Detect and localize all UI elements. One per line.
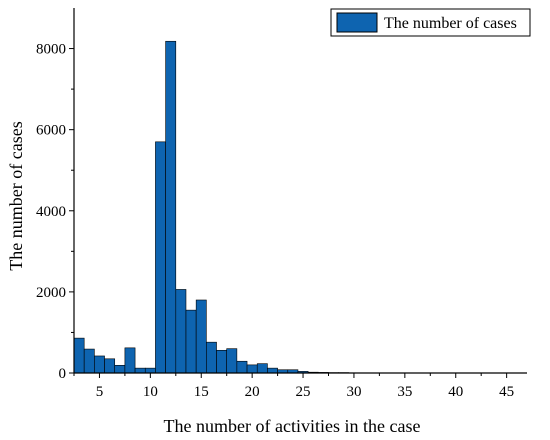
- bar: [267, 367, 278, 374]
- y-ticks: 0 2000 4000 6000 8000: [36, 42, 74, 382]
- x-tick-label: 15: [194, 384, 209, 400]
- y-tick-label: 4000: [36, 204, 66, 220]
- x-tick-label: 30: [346, 384, 361, 400]
- bar: [104, 358, 116, 374]
- x-tick-label: 35: [397, 384, 412, 400]
- y-axis-title: The number of cases: [6, 121, 26, 270]
- bar: [144, 367, 156, 374]
- legend-swatch: [336, 12, 378, 33]
- y-tick-label: 8000: [36, 42, 66, 58]
- x-axis-title: The number of activities in the case: [164, 416, 421, 436]
- y-tick-label: 2000: [36, 285, 66, 301]
- legend-label: The number of cases: [384, 15, 517, 32]
- x-tick-label: 45: [499, 384, 514, 400]
- legend: The number of cases: [330, 8, 531, 37]
- x-tick-label: 10: [143, 384, 158, 400]
- y-tick-label: 0: [59, 366, 67, 382]
- bar: [185, 309, 197, 374]
- bar: [226, 348, 238, 374]
- x-tick-label: 25: [296, 384, 311, 400]
- x-ticks: 5 10 15 20 25 30 35 40 45: [73, 373, 514, 400]
- bar: [195, 299, 207, 374]
- bar: [124, 347, 136, 374]
- bar: [175, 289, 187, 374]
- bar: [236, 360, 248, 374]
- x-tick-label: 40: [448, 384, 463, 400]
- x-tick-label: 5: [96, 384, 104, 400]
- bar: [256, 363, 268, 374]
- bars-group: [73, 40, 523, 374]
- bar: [165, 40, 177, 374]
- bar: [216, 349, 227, 374]
- bar: [114, 364, 126, 374]
- x-tick-label: 20: [245, 384, 260, 400]
- bar: [83, 348, 95, 374]
- bar: [246, 364, 258, 374]
- bar: [134, 367, 146, 374]
- y-tick-label: 6000: [36, 123, 66, 139]
- bar: [206, 341, 217, 374]
- bar: [94, 355, 105, 374]
- bar: [73, 337, 85, 374]
- bar: [155, 141, 166, 374]
